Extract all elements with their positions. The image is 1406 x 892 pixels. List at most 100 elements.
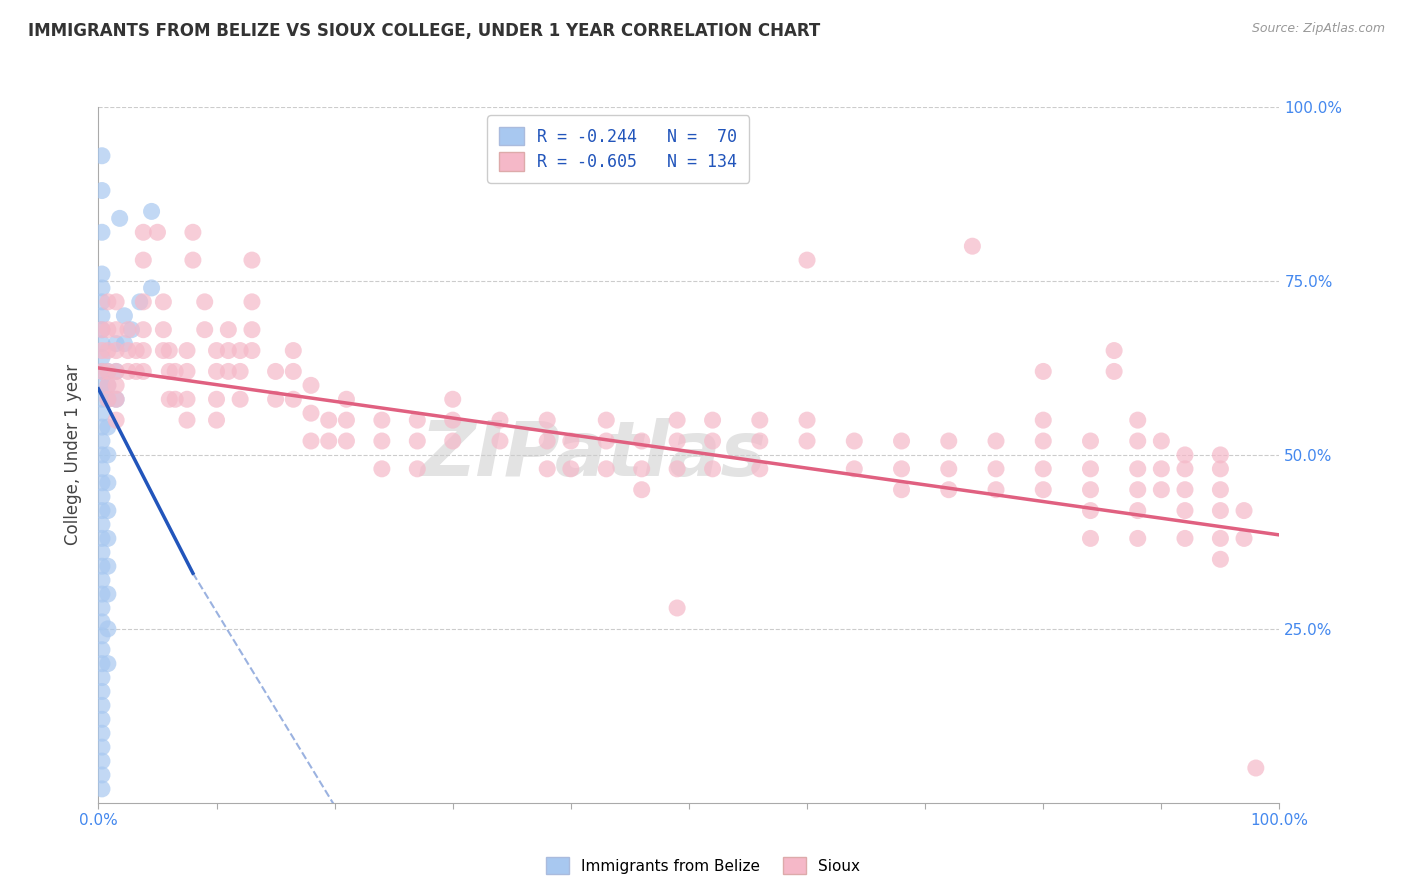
Point — [406, 413, 429, 427]
Point — [176, 343, 198, 358]
Point — [406, 434, 429, 448]
Point — [1032, 462, 1054, 476]
Point — [335, 413, 357, 427]
Point — [108, 211, 131, 226]
Point — [97, 448, 120, 462]
Point — [489, 413, 512, 427]
Point — [702, 413, 724, 427]
Point — [844, 434, 866, 448]
Point — [97, 392, 120, 407]
Point — [890, 462, 912, 476]
Point — [1126, 503, 1149, 517]
Point — [536, 462, 558, 476]
Point — [205, 392, 228, 407]
Point — [264, 392, 287, 407]
Point — [97, 622, 120, 636]
Point — [176, 364, 198, 378]
Point — [97, 343, 120, 358]
Point — [125, 343, 148, 358]
Point — [229, 392, 252, 407]
Point — [890, 434, 912, 448]
Point — [112, 336, 135, 351]
Point — [1032, 364, 1054, 378]
Point — [91, 336, 114, 351]
Point — [97, 475, 120, 490]
Point — [91, 364, 114, 378]
Point — [97, 657, 120, 671]
Point — [91, 475, 114, 490]
Point — [1032, 483, 1054, 497]
Point — [105, 343, 128, 358]
Point — [217, 364, 239, 378]
Point — [1209, 552, 1232, 566]
Point — [91, 587, 114, 601]
Point — [1080, 532, 1102, 546]
Point — [283, 392, 305, 407]
Point — [91, 671, 114, 685]
Point — [1126, 483, 1149, 497]
Legend: R = -0.244   N =  70, R = -0.605   N = 134: R = -0.244 N = 70, R = -0.605 N = 134 — [488, 115, 749, 183]
Point — [91, 642, 114, 657]
Point — [91, 740, 114, 755]
Point — [91, 684, 114, 698]
Point — [984, 483, 1007, 497]
Point — [299, 406, 322, 420]
Point — [91, 343, 114, 358]
Point — [229, 364, 252, 378]
Point — [112, 309, 135, 323]
Point — [91, 184, 114, 198]
Point — [157, 343, 180, 358]
Point — [91, 726, 114, 740]
Point — [318, 434, 340, 448]
Point — [796, 413, 818, 427]
Point — [335, 392, 357, 407]
Point — [105, 378, 128, 392]
Point — [97, 503, 120, 517]
Point — [1102, 343, 1125, 358]
Point — [181, 225, 204, 239]
Point — [299, 434, 322, 448]
Point — [91, 420, 114, 434]
Point — [335, 434, 357, 448]
Point — [1174, 532, 1197, 546]
Point — [97, 378, 120, 392]
Point — [630, 434, 652, 448]
Point — [132, 323, 155, 337]
Point — [105, 392, 128, 407]
Point — [97, 378, 120, 392]
Point — [240, 253, 263, 268]
Point — [91, 323, 114, 337]
Point — [97, 323, 120, 337]
Point — [132, 225, 155, 239]
Point — [240, 323, 263, 337]
Point — [748, 462, 770, 476]
Point — [1126, 413, 1149, 427]
Point — [165, 392, 187, 407]
Point — [240, 343, 263, 358]
Point — [91, 323, 114, 337]
Point — [97, 364, 120, 378]
Point — [984, 462, 1007, 476]
Point — [146, 225, 169, 239]
Point — [91, 434, 114, 448]
Point — [1244, 761, 1267, 775]
Point — [371, 434, 394, 448]
Point — [105, 413, 128, 427]
Point — [176, 413, 198, 427]
Point — [194, 294, 217, 309]
Point — [217, 323, 239, 337]
Point — [132, 294, 155, 309]
Point — [105, 294, 128, 309]
Point — [1209, 532, 1232, 546]
Point — [97, 587, 120, 601]
Point — [1174, 503, 1197, 517]
Point — [371, 462, 394, 476]
Point — [1209, 483, 1232, 497]
Point — [240, 294, 263, 309]
Point — [91, 149, 114, 163]
Point — [1209, 503, 1232, 517]
Point — [560, 462, 582, 476]
Point — [283, 343, 305, 358]
Point — [1174, 448, 1197, 462]
Point — [152, 343, 174, 358]
